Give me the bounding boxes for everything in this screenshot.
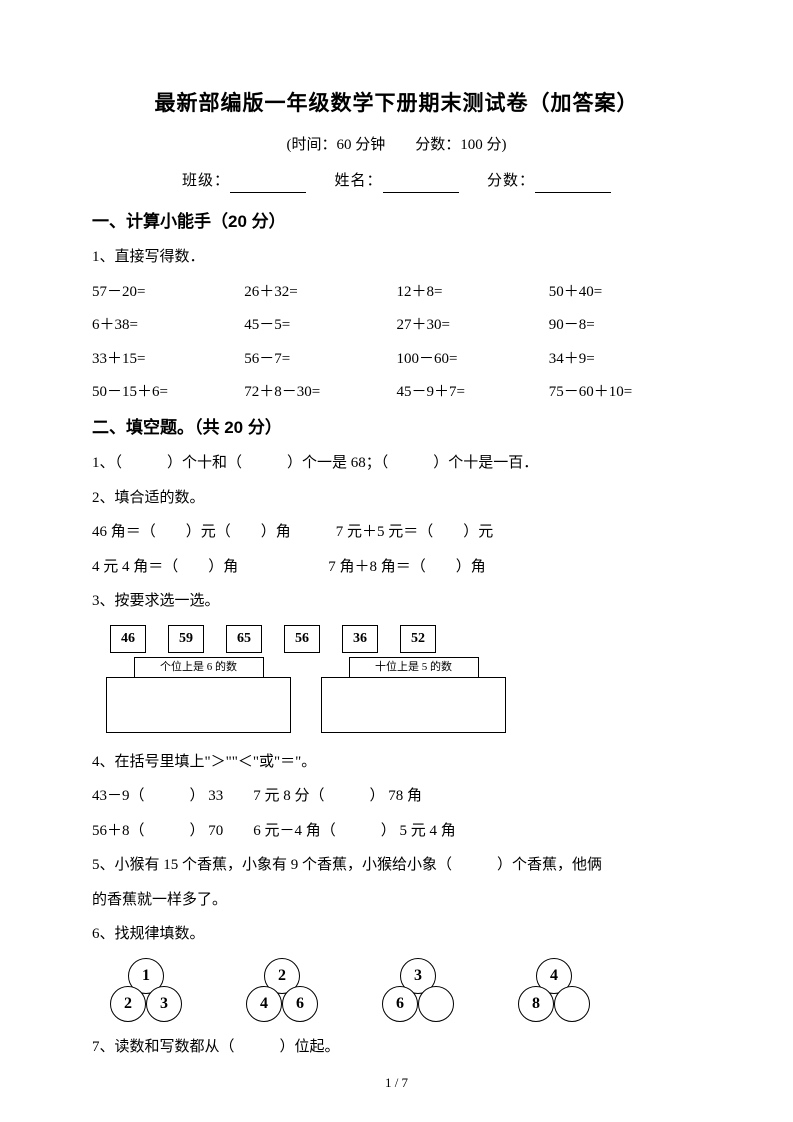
name-label: 姓名： [334,173,382,189]
circle-br[interactable] [418,986,454,1022]
number-box: 65 [226,625,262,653]
s2-q4-line: 56＋8（ ） 70 6 元－4 角（ ） 5 元 4 角 [92,820,701,843]
circle-bl: 4 [246,986,282,1022]
circle-group: 4 8 [514,958,598,1022]
circle-bl: 6 [382,986,418,1022]
number-box: 52 [400,625,436,653]
circles-row: 1 2 3 2 4 6 3 6 4 8 [92,958,701,1022]
circle-group: 3 6 [378,958,462,1022]
s1-q1-label: 1、直接写得数． [92,246,701,269]
s2-q1: 1、（ ）个十和（ ）个一是 68；（ ）个十是一百． [92,452,701,475]
number-box: 36 [342,625,378,653]
class-label: 班级： [182,173,230,189]
s2-q7: 7、读数和写数都从（ ）位起。 [92,1036,701,1059]
circle-bl: 2 [110,986,146,1022]
exam-meta: (时间：60 分钟 分数：100 分) [92,134,701,157]
bucket: 个位上是 6 的数 [106,657,291,733]
bucket-label: 个位上是 6 的数 [134,657,264,677]
bucket-label: 十位上是 5 的数 [349,657,479,677]
s2-q4-line: 43－9（ ） 33 7 元 8 分（ ） 78 角 [92,785,701,808]
class-blank[interactable] [230,175,306,193]
calc-cell: 50＋40= [549,281,701,304]
calc-row: 57－20= 26＋32= 12＋8= 50＋40= [92,281,701,304]
bucket-body[interactable] [106,677,291,733]
section1-heading: 一、计算小能手（20 分） [92,209,701,235]
number-box: 46 [110,625,146,653]
number-box: 59 [168,625,204,653]
info-blanks: 班级： 姓名： 分数： [92,170,701,193]
calc-cell: 45－5= [244,314,396,337]
number-box: 56 [284,625,320,653]
s2-q5-line1: 5、小猴有 15 个香蕉，小象有 9 个香蕉，小猴给小象（ ）个香蕉，他俩 [92,854,701,877]
score-blank[interactable] [535,175,611,193]
s2-q5-line2: 的香蕉就一样多了。 [92,889,701,912]
calc-cell: 56－7= [244,348,396,371]
circle-bl: 8 [518,986,554,1022]
section2-heading: 二、填空题。（共 20 分） [92,415,701,441]
number-boxes-row: 46 59 65 56 36 52 [92,625,701,653]
s2-q2-line: 46 角＝（ ）元（ ）角 7 元＋5 元＝（ ）元 [92,521,701,544]
circle-group: 2 4 6 [242,958,326,1022]
calc-row: 50－15＋6= 72＋8－30= 45－9＋7= 75－60＋10= [92,381,701,404]
s2-q2-line: 4 元 4 角＝（ ）角 7 角＋8 角＝（ ）角 [92,556,701,579]
calc-cell: 27＋30= [397,314,549,337]
calc-cell: 50－15＋6= [92,381,244,404]
calc-cell: 33＋15= [92,348,244,371]
calc-cell: 26＋32= [244,281,396,304]
bucket-body[interactable] [321,677,506,733]
calc-cell: 57－20= [92,281,244,304]
calc-grid: 57－20= 26＋32= 12＋8= 50＋40= 6＋38= 45－5= 2… [92,281,701,404]
page-number: 1 / 7 [0,1073,793,1093]
calc-cell: 75－60＋10= [549,381,701,404]
calc-cell: 34＋9= [549,348,701,371]
s2-q3-label: 3、按要求选一选。 [92,590,701,613]
exam-title: 最新部编版一年级数学下册期末测试卷（加答案） [92,88,701,120]
circle-br[interactable] [554,986,590,1022]
calc-cell: 100－60= [397,348,549,371]
name-blank[interactable] [383,175,459,193]
calc-cell: 12＋8= [397,281,549,304]
score-label: 分数： [487,173,535,189]
circle-br: 6 [282,986,318,1022]
s2-q2-label: 2、填合适的数。 [92,487,701,510]
calc-row: 6＋38= 45－5= 27＋30= 90－8= [92,314,701,337]
calc-cell: 6＋38= [92,314,244,337]
calc-cell: 45－9＋7= [397,381,549,404]
circle-group: 1 2 3 [106,958,190,1022]
s2-q6-label: 6、找规律填数。 [92,923,701,946]
bucket: 十位上是 5 的数 [321,657,506,733]
buckets-row: 个位上是 6 的数 十位上是 5 的数 [92,657,701,733]
calc-cell: 90－8= [549,314,701,337]
q3-diagram: 46 59 65 56 36 52 个位上是 6 的数 十位上是 5 的数 [92,625,701,733]
calc-cell: 72＋8－30= [244,381,396,404]
s2-q4-label: 4、在括号里填上"＞""＜"或"＝"。 [92,751,701,774]
circle-br: 3 [146,986,182,1022]
calc-row: 33＋15= 56－7= 100－60= 34＋9= [92,348,701,371]
